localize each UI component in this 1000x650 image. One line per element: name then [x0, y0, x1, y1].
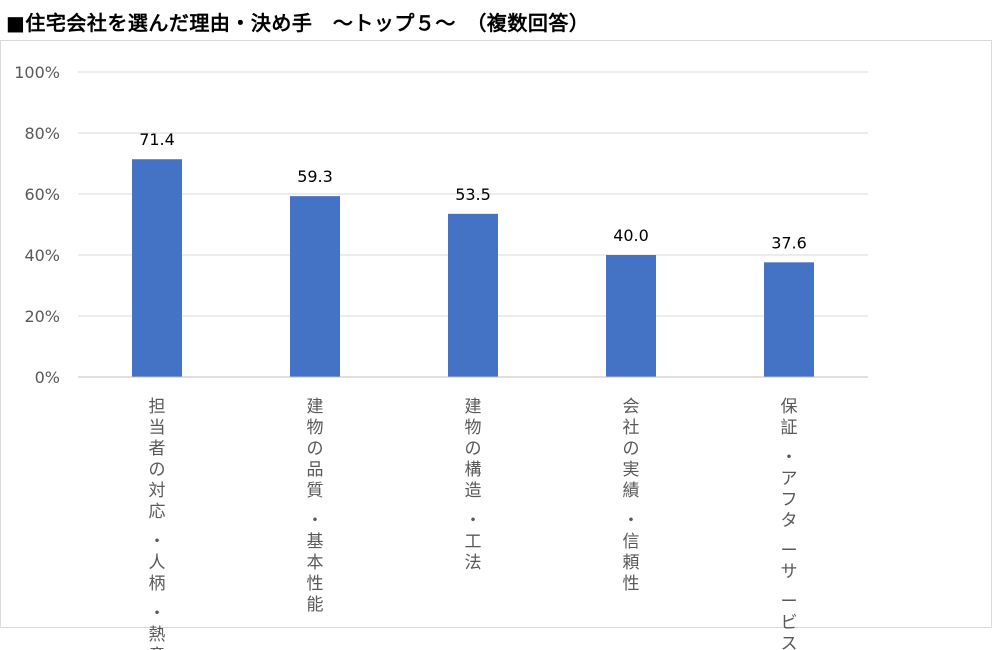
- category-label: 建物の品質・基本性能: [307, 397, 324, 615]
- y-tick-label: 20%: [24, 307, 60, 326]
- data-label: 53.5: [455, 185, 491, 204]
- page-title: ■住宅会社を選んだ理由・決め手 ～トップ５～ （複数回答）: [6, 11, 590, 35]
- data-label: 40.0: [613, 226, 649, 245]
- data-label: 37.6: [771, 233, 807, 252]
- y-tick-label: 60%: [24, 185, 60, 204]
- category-label: 建物の構造・工法: [465, 397, 482, 573]
- bar: [132, 159, 182, 377]
- category-label: 会社の実績・信頼性: [623, 397, 640, 594]
- y-tick-label: 100%: [14, 63, 60, 82]
- chart-frame: [0, 40, 992, 628]
- bar: [290, 196, 340, 377]
- bar: [764, 262, 814, 377]
- category-label: 保証・アフターサービス: [781, 397, 798, 650]
- bar: [606, 255, 656, 377]
- y-tick-label: 80%: [24, 124, 60, 143]
- category-label: 担当者の対応・人柄・熱意: [149, 397, 166, 650]
- y-tick-label: 40%: [24, 246, 60, 265]
- bar: [448, 213, 498, 377]
- y-tick-label: 0%: [35, 368, 60, 387]
- data-label: 71.4: [139, 130, 175, 149]
- data-label: 59.3: [297, 167, 333, 186]
